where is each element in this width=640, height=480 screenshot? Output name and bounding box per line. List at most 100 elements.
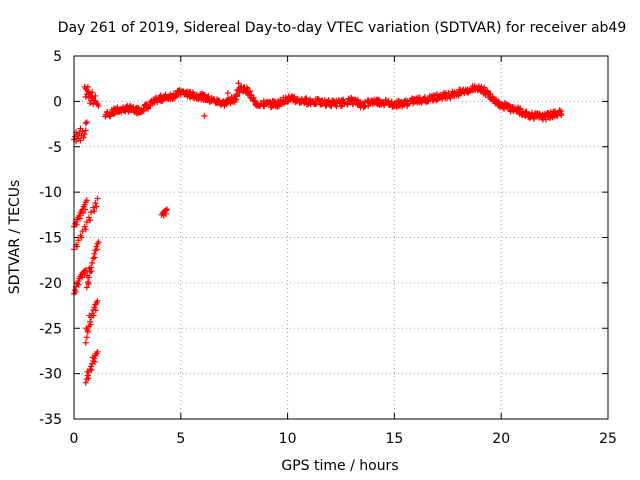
data-point xyxy=(73,221,80,228)
data-point xyxy=(159,98,166,105)
data-point xyxy=(91,208,98,215)
data-point xyxy=(80,134,87,141)
data-point xyxy=(94,348,101,355)
data-point xyxy=(551,108,558,115)
data-point xyxy=(302,96,309,103)
data-point xyxy=(79,209,86,216)
data-point xyxy=(83,119,90,126)
data-point xyxy=(92,92,99,99)
data-point xyxy=(224,90,231,97)
data-point xyxy=(86,265,93,272)
data-point xyxy=(375,96,382,103)
data-point xyxy=(94,298,101,305)
data-point xyxy=(95,239,102,246)
y-tick-label: -30 xyxy=(39,367,62,383)
data-point xyxy=(85,375,92,382)
data-point xyxy=(84,372,91,379)
data-point xyxy=(250,97,257,104)
y-tick-label: 5 xyxy=(53,49,62,65)
y-axis-label: SDTVAR / TECUs xyxy=(7,180,23,295)
data-point xyxy=(83,334,90,341)
data-point xyxy=(83,325,90,332)
data-point xyxy=(313,101,320,108)
data-point xyxy=(82,267,89,274)
data-point xyxy=(75,281,82,288)
data-point xyxy=(233,96,240,103)
data-point xyxy=(82,379,89,386)
y-tick-label: -20 xyxy=(39,276,62,292)
data-point xyxy=(82,120,89,127)
data-point xyxy=(85,280,92,287)
data-point xyxy=(74,243,81,250)
data-point xyxy=(84,368,91,375)
data-points xyxy=(71,80,565,386)
x-tick-label: 25 xyxy=(599,431,617,447)
y-tick-label: 0 xyxy=(53,94,62,110)
data-point xyxy=(261,103,268,110)
data-point xyxy=(82,226,89,233)
data-point xyxy=(85,214,92,221)
data-point xyxy=(162,210,169,217)
data-point xyxy=(93,243,100,250)
plot-frame xyxy=(73,55,609,420)
data-point xyxy=(90,255,97,262)
data-point xyxy=(89,89,96,96)
data-point xyxy=(82,339,89,346)
data-point xyxy=(83,91,90,98)
data-point xyxy=(83,284,90,291)
data-point xyxy=(76,215,83,222)
chart-title: Day 261 of 2019, Sidereal Day-to-day VTE… xyxy=(58,20,627,36)
data-point xyxy=(84,272,91,279)
data-point xyxy=(205,93,212,100)
data-point xyxy=(87,366,94,373)
data-point xyxy=(88,209,95,216)
data-point xyxy=(79,274,86,281)
data-point xyxy=(558,107,565,114)
data-point xyxy=(88,97,95,104)
data-point xyxy=(235,80,242,87)
data-point xyxy=(94,246,101,253)
data-point xyxy=(478,83,485,90)
data-point xyxy=(536,110,543,117)
data-point xyxy=(74,280,81,287)
data-point xyxy=(87,100,94,107)
y-tick-label: -15 xyxy=(39,231,62,247)
data-point xyxy=(90,204,97,211)
data-point xyxy=(107,112,114,119)
data-point xyxy=(121,107,128,114)
data-point xyxy=(163,206,170,213)
y-tick-label: -5 xyxy=(48,140,62,156)
data-point xyxy=(92,307,99,314)
y-tick-label: -10 xyxy=(39,185,62,201)
data-point xyxy=(87,321,94,328)
x-tick-label: 10 xyxy=(279,431,297,447)
data-point xyxy=(95,102,102,109)
data-point xyxy=(282,94,289,101)
data-point xyxy=(93,203,100,210)
data-point xyxy=(82,127,89,134)
x-tick-label: 5 xyxy=(176,431,185,447)
data-point xyxy=(303,95,310,102)
data-point xyxy=(87,217,94,224)
data-point xyxy=(81,131,88,138)
y-tick-label: -35 xyxy=(39,412,62,428)
x-axis-label: GPS time / hours xyxy=(281,458,398,474)
data-point xyxy=(77,125,84,132)
data-point xyxy=(87,318,94,325)
y-tick-label: -25 xyxy=(39,321,62,337)
data-point xyxy=(82,93,89,100)
data-point xyxy=(92,200,99,207)
data-point xyxy=(91,254,98,261)
data-point xyxy=(84,83,91,90)
data-point xyxy=(90,101,97,108)
x-tick-label: 20 xyxy=(492,431,510,447)
x-tick-label: 15 xyxy=(385,431,403,447)
data-point xyxy=(82,206,89,213)
data-point xyxy=(86,312,93,319)
data-point xyxy=(91,358,98,365)
data-point xyxy=(77,137,84,144)
grid xyxy=(74,56,608,419)
data-point xyxy=(94,195,101,202)
data-point xyxy=(522,112,529,119)
